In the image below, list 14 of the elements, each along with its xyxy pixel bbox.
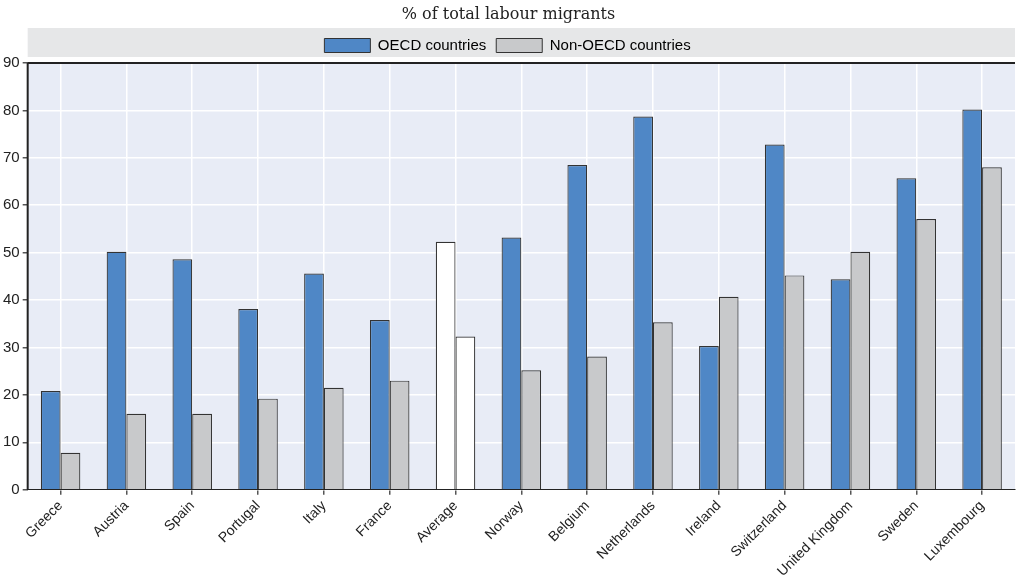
y-tick-label: 0 — [11, 479, 20, 497]
y-tick-label: 40 — [3, 290, 20, 308]
y-tick-label: 70 — [3, 147, 20, 165]
y-tick-label: 80 — [3, 100, 20, 118]
y-tick-label: 60 — [3, 195, 20, 213]
y-tick-label: 50 — [3, 242, 20, 260]
y-tick-label: 10 — [3, 432, 20, 450]
y-tick-label: 20 — [3, 385, 20, 403]
x-tick-label: Italy — [299, 497, 329, 527]
chart-subtitle: % of total labour migrants — [400, 4, 617, 23]
legend-label: OECD countries — [377, 35, 487, 53]
y-tick-label: 30 — [3, 337, 20, 355]
legend-label: Non-OECD countries — [549, 35, 691, 53]
y-tick-label: 90 — [3, 53, 20, 71]
